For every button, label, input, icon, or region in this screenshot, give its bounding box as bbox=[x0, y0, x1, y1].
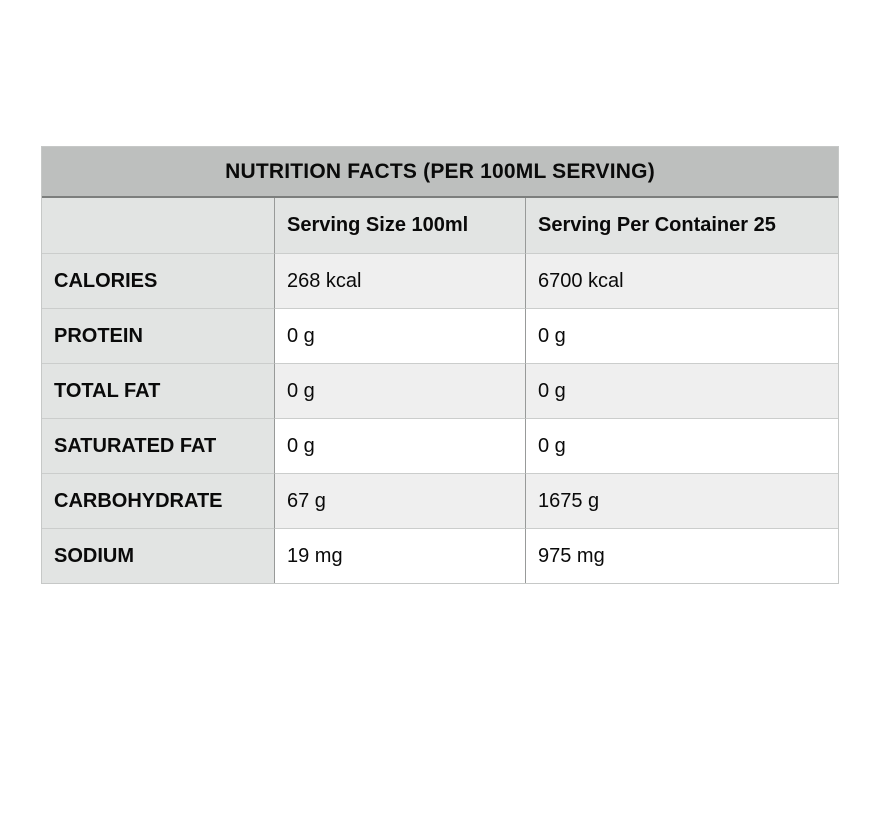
row-label-calories: CALORIES bbox=[42, 253, 274, 308]
protein-per-container-value: 0 g bbox=[525, 308, 838, 363]
total-fat-serving-size-value: 0 g bbox=[274, 363, 525, 418]
carbohydrate-per-container-value: 1675 g bbox=[525, 473, 838, 528]
calories-serving-size-value: 268 kcal bbox=[274, 253, 525, 308]
table-grid: Serving Size 100ml Serving Per Container… bbox=[42, 198, 838, 583]
sodium-per-container-value: 975 mg bbox=[525, 528, 838, 583]
column-header-serving-size: Serving Size 100ml bbox=[274, 198, 525, 253]
calories-per-container-value: 6700 kcal bbox=[525, 253, 838, 308]
saturated-fat-per-container-value: 0 g bbox=[525, 418, 838, 473]
table-title: NUTRITION FACTS (PER 100ML SERVING) bbox=[42, 147, 838, 198]
nutrition-facts-table: NUTRITION FACTS (PER 100ML SERVING) Serv… bbox=[41, 146, 839, 584]
saturated-fat-serving-size-value: 0 g bbox=[274, 418, 525, 473]
carbohydrate-serving-size-value: 67 g bbox=[274, 473, 525, 528]
row-label-saturated-fat: SATURATED FAT bbox=[42, 418, 274, 473]
total-fat-per-container-value: 0 g bbox=[525, 363, 838, 418]
protein-serving-size-value: 0 g bbox=[274, 308, 525, 363]
column-header-serving-per-container: Serving Per Container 25 bbox=[525, 198, 838, 253]
column-header-blank bbox=[42, 198, 274, 253]
row-label-total-fat: TOTAL FAT bbox=[42, 363, 274, 418]
row-label-carbohydrate: CARBOHYDRATE bbox=[42, 473, 274, 528]
row-label-sodium: SODIUM bbox=[42, 528, 274, 583]
row-label-protein: PROTEIN bbox=[42, 308, 274, 363]
sodium-serving-size-value: 19 mg bbox=[274, 528, 525, 583]
